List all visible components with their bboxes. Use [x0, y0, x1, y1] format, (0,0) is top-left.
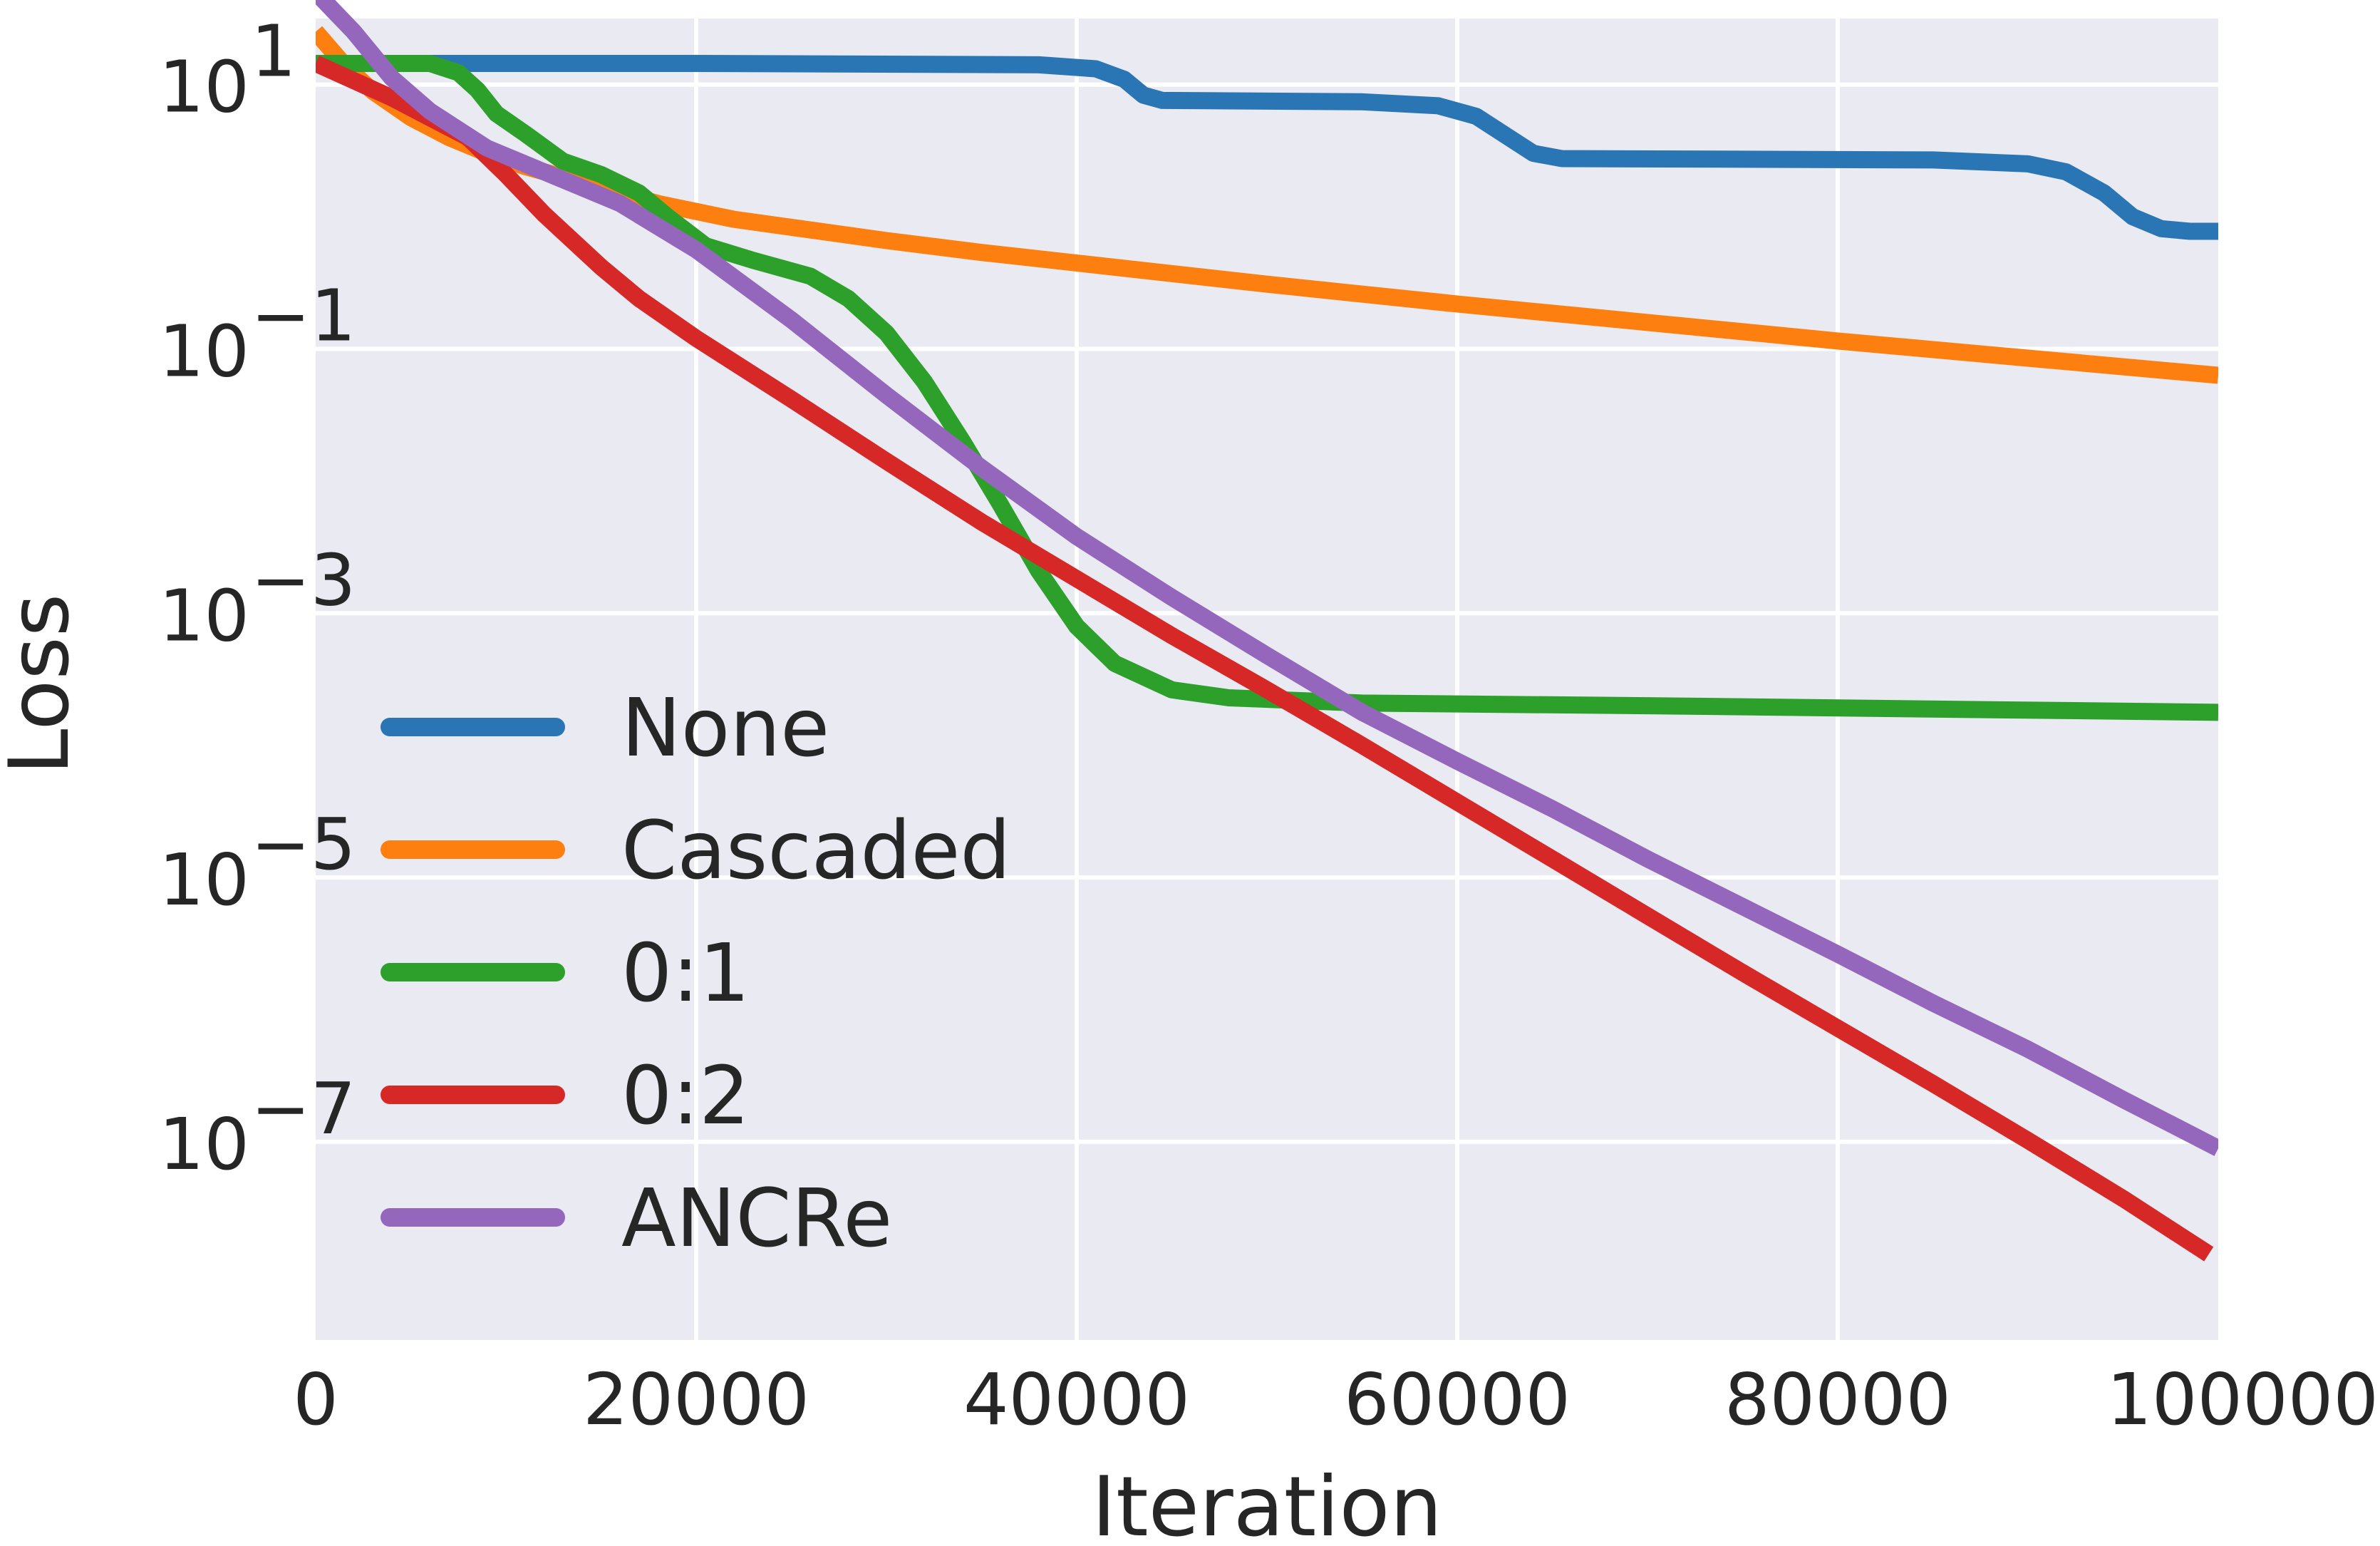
- legend-label: Cascaded: [621, 805, 1011, 897]
- y-tick-exponent: −1: [251, 274, 356, 358]
- y-tick-exponent: −3: [251, 538, 356, 622]
- y-tick-exponent: 1: [251, 10, 296, 93]
- series-line-0-2: [316, 56, 2214, 1262]
- x-axis-label: Iteration: [1092, 1459, 1442, 1546]
- series-line-cascaded: [316, 26, 2218, 384]
- y-tick-label: 10: [159, 310, 249, 393]
- x-tick-label: 60000: [1344, 1358, 1571, 1441]
- series-lines: [316, 0, 2218, 1262]
- y-tick-exponent: −5: [251, 803, 356, 886]
- series-line-0-1: [316, 55, 2218, 721]
- legend-label: 0:1: [621, 927, 750, 1020]
- x-tick-label: 20000: [583, 1358, 809, 1441]
- y-axis-label: Loss: [0, 594, 88, 775]
- y-tick-label: 10: [159, 838, 249, 922]
- series-line-ancre: [316, 0, 2218, 1156]
- x-tick-labels: 0 20000 40000 60000 80000 100000: [293, 1358, 2379, 1441]
- y-tick-label: 10: [159, 46, 249, 129]
- x-tick-label: 80000: [1724, 1358, 1951, 1441]
- series-line-none: [316, 55, 2218, 240]
- legend-label: ANCRe: [621, 1173, 892, 1265]
- y-tick-exponent: −7: [251, 1067, 356, 1150]
- legend-label: 0:2: [621, 1050, 750, 1143]
- x-tick-label: 0: [293, 1358, 338, 1441]
- legend: None Cascaded 0:1 0:2 ANCRe: [381, 682, 1011, 1265]
- x-tick-label: 100000: [2106, 1358, 2379, 1441]
- plot-background: [316, 19, 2218, 1340]
- x-tick-label: 40000: [963, 1358, 1190, 1441]
- legend-label: None: [621, 682, 829, 775]
- y-tick-label: 10: [159, 1103, 249, 1186]
- y-tick-label: 10: [159, 574, 249, 657]
